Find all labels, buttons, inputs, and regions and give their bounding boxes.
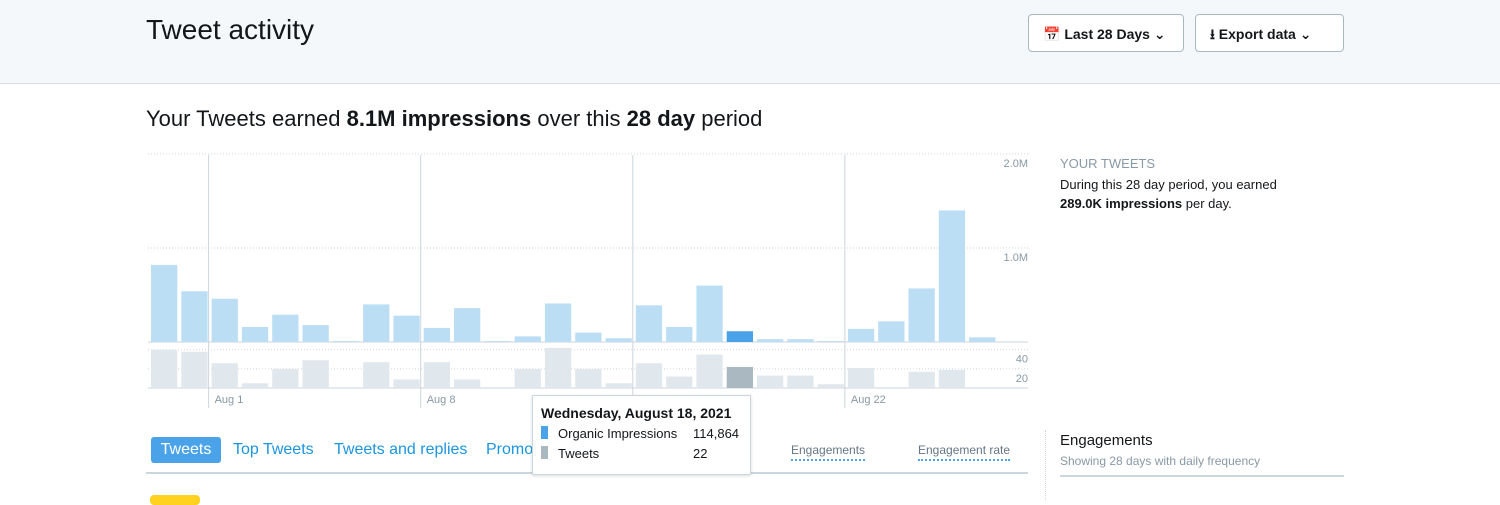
bar [484,341,511,342]
bar [817,384,844,388]
text: 28 day [626,106,696,131]
bar [847,328,875,342]
bar [454,379,481,388]
bar [332,341,360,342]
bar [544,303,572,342]
bar [969,337,996,342]
bar [908,371,935,388]
bar [423,362,450,388]
legend-swatch [541,426,548,439]
bar [575,368,602,388]
bar [484,387,511,388]
bar [575,332,602,342]
bar [908,288,935,342]
bar [938,210,966,342]
bar [757,339,784,342]
x-tick-label: Aug 1 [215,394,244,406]
export-label: Export data [1218,26,1296,42]
bar [181,351,208,388]
y-tick-label: 1.0M [1004,252,1028,264]
summary: Your Tweets earned 8.1M impressions over… [146,106,762,132]
x-tick-label: Aug 8 [427,394,456,406]
bar [787,339,814,342]
legend-label: Organic Impressions [558,426,678,441]
bar [332,387,360,388]
bar [847,367,875,388]
bar [363,304,390,342]
export-button[interactable]: ⭳ Export data ⌄ [1195,14,1344,52]
bar [181,291,208,342]
bar [696,354,723,388]
date-button[interactable]: 📅 Last 28 Days ⌄ [1028,14,1184,52]
bar [635,305,663,342]
text: period [695,106,763,131]
bar [514,336,541,342]
bar [666,376,693,388]
bar [605,338,632,342]
text: per day. [1182,196,1232,211]
bar [666,326,693,342]
bar [878,387,905,388]
bar [726,331,753,342]
bar [454,308,481,342]
bar [393,315,420,342]
text: over this [531,106,627,131]
y-tick-label: 40 [1016,354,1028,366]
tooltip-value: 114,864 [693,426,740,441]
bar [423,327,450,342]
text: Your Tweets earned [146,106,347,131]
bar [696,285,723,342]
bar [151,264,178,342]
engagements-sub: Showing 28 days with daily frequency [1060,454,1261,468]
bar [363,362,390,388]
bar [272,314,299,342]
text: During this 28 day period, you earned [1060,177,1277,192]
y-tick-label: 20 [1016,373,1028,385]
bar [241,383,269,388]
chart: 1.0M 2.0M Aug 1 Aug 8 Aug 22 20 40 [148,153,1028,408]
bar [757,375,784,388]
text: 8.1M impressions [346,106,532,131]
bar [817,341,844,342]
bar [211,363,238,388]
sidebar-heading: YOUR TWEETS [1060,156,1156,171]
bar [726,366,753,388]
tooltip: Wednesday, August 18, 2021 Organic Impre… [532,395,751,475]
bar [393,379,420,388]
divider [1045,430,1047,500]
bar [878,321,905,342]
bar [272,368,299,388]
bar [302,360,329,388]
tooltip-title: Wednesday, August 18, 2021 [541,405,732,421]
bar [635,363,663,388]
column-header[interactable]: Engagements [791,443,866,461]
text: 289.0K impressions [1060,196,1183,211]
legend-swatch [541,446,548,459]
bar [969,387,996,388]
rule [1060,475,1344,477]
bar [787,375,814,388]
tab[interactable]: Tweets and replies [334,441,468,458]
tab[interactable]: Top Tweets [233,441,314,458]
bar [151,349,178,388]
page-title: Tweet activity [146,14,315,45]
y-tick-label: 2.0M [1004,158,1028,170]
bar [544,347,572,388]
date-label: Last 28 Days [1064,26,1150,42]
bar [302,325,329,342]
column-header[interactable]: Engagement rate [918,443,1011,461]
bar [514,368,541,388]
x-tick-label: Aug 22 [851,394,886,406]
legend-label: Tweets [558,446,600,461]
sidebar-text: During this 28 day period, you earned 289… [1060,175,1277,213]
engagements-title: Engagements [1060,432,1153,449]
bar [241,326,269,342]
avatar [150,495,200,505]
tab[interactable]: Tweets [151,437,221,463]
bar [605,383,632,388]
bar [211,298,238,342]
tooltip-value: 22 [693,446,708,461]
bar [938,369,966,388]
